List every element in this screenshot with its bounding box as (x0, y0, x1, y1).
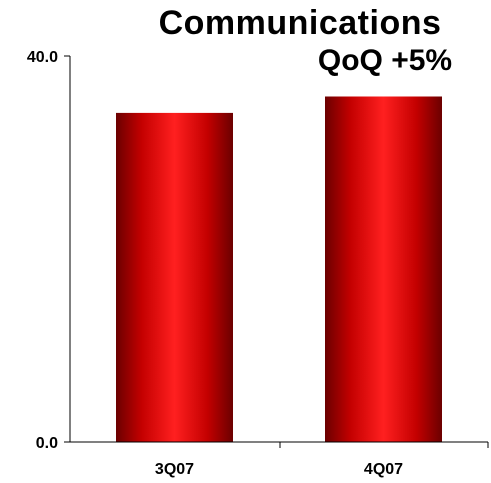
y-tick-label-min: 0.0 (36, 435, 58, 452)
x-tick-label-3q07: 3Q07 (155, 461, 194, 478)
bar-3q07 (116, 112, 233, 443)
category-labels: 3Q07 4Q07 (155, 461, 403, 478)
qoq-annotation: QoQ +5% (317, 44, 453, 77)
bars-group (116, 96, 442, 443)
chart-title: Communications (158, 4, 442, 42)
bar-4q07 (325, 96, 442, 442)
y-tick-label-max: 40.0 (27, 49, 58, 66)
x-tick-label-4q07: 4Q07 (364, 461, 403, 478)
